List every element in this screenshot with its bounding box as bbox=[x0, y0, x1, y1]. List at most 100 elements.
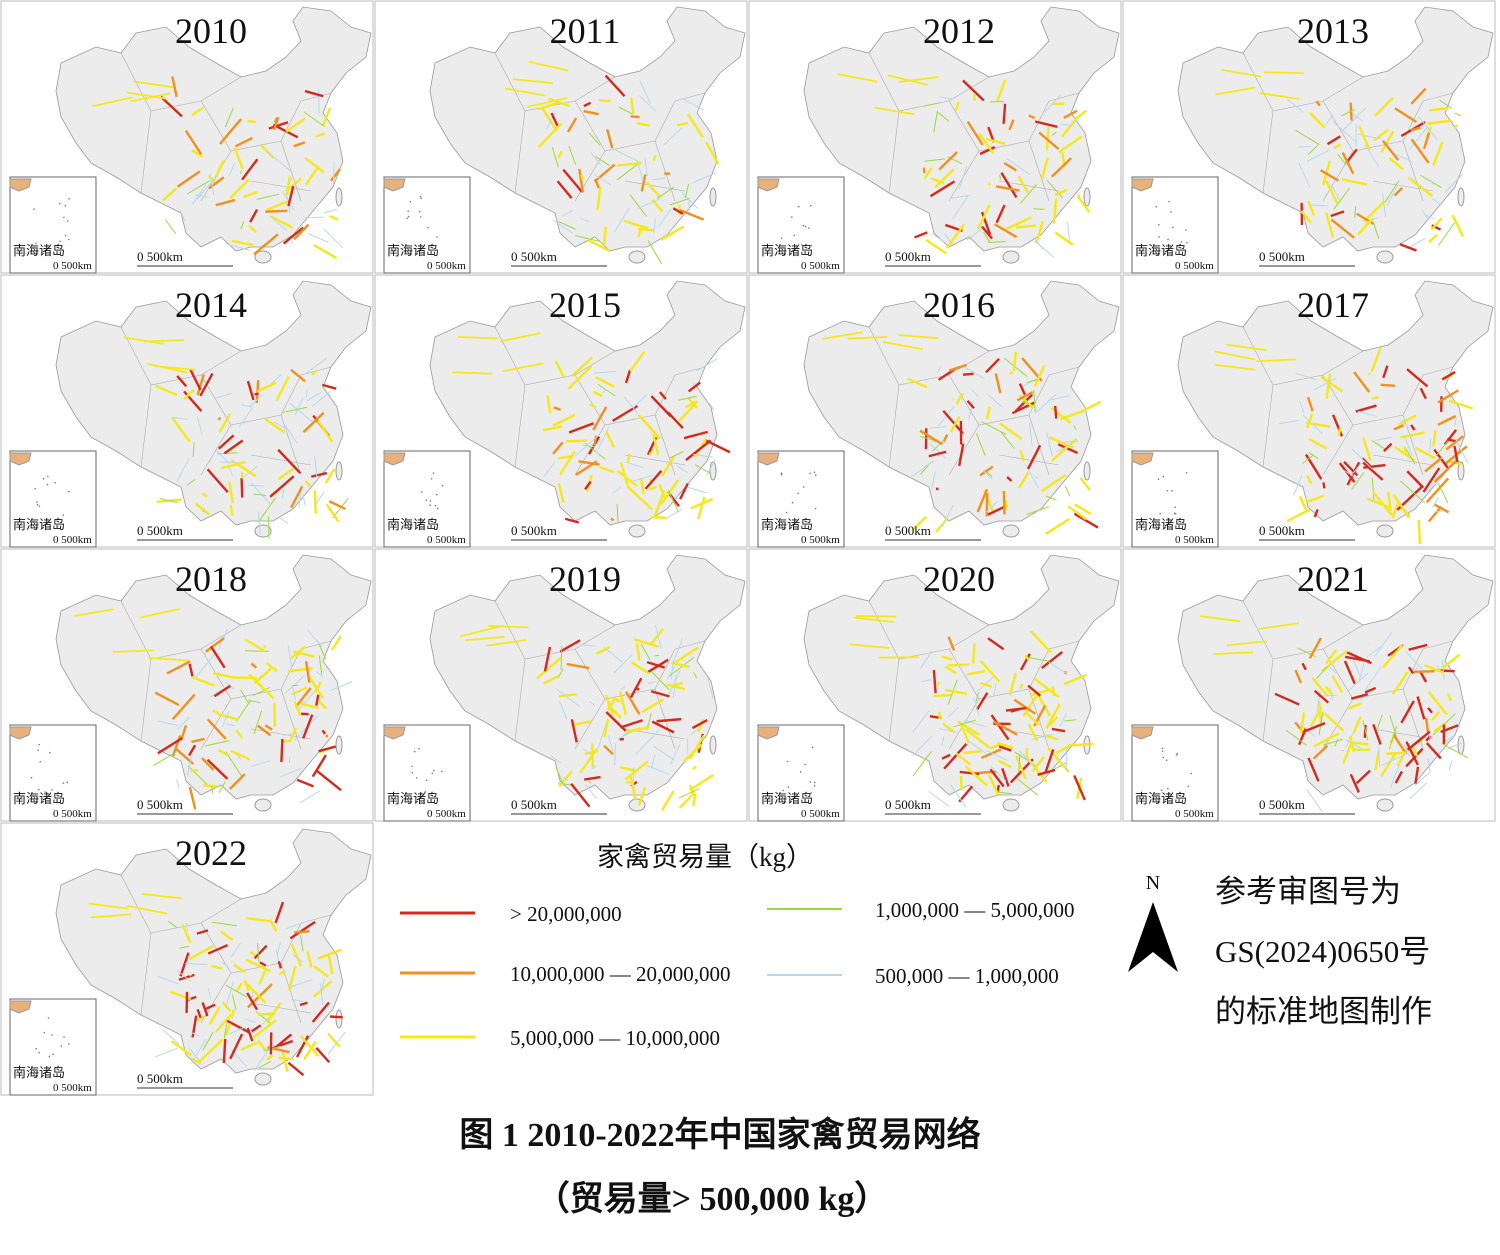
island bbox=[441, 771, 443, 773]
island bbox=[420, 196, 422, 198]
trade-link bbox=[1430, 734, 1431, 738]
inset-scale: 0 500km bbox=[53, 808, 92, 820]
island bbox=[781, 474, 783, 476]
island bbox=[61, 1045, 63, 1047]
island bbox=[809, 472, 811, 474]
trade-link bbox=[1414, 671, 1435, 672]
island bbox=[436, 236, 438, 238]
trade-link bbox=[265, 211, 287, 212]
trade-link bbox=[1306, 497, 1307, 500]
trade-link bbox=[292, 685, 298, 686]
island bbox=[797, 493, 799, 495]
island bbox=[1167, 490, 1169, 492]
legend-label: 1,000,000 — 5,000,000 bbox=[875, 898, 1075, 922]
trade-link bbox=[264, 646, 266, 648]
island bbox=[781, 237, 783, 239]
inset-frame bbox=[10, 177, 96, 273]
trade-link bbox=[599, 100, 611, 101]
trade-link bbox=[878, 657, 918, 658]
trade-link bbox=[1055, 406, 1056, 419]
island bbox=[49, 752, 51, 754]
trade-link bbox=[948, 664, 968, 665]
hainan bbox=[629, 525, 645, 537]
trade-link bbox=[242, 478, 243, 498]
island bbox=[48, 1017, 50, 1019]
inset-label: 南海诸岛 bbox=[13, 791, 65, 806]
island bbox=[1162, 750, 1164, 752]
hainan bbox=[629, 251, 645, 263]
island bbox=[420, 197, 422, 199]
caption: 图 1 2010-2022年中国家禽贸易网络 bbox=[459, 1115, 980, 1154]
island bbox=[68, 198, 70, 200]
year-label: 2021 bbox=[1297, 559, 1369, 599]
note-line: 的标准地图制作 bbox=[1215, 994, 1432, 1029]
island bbox=[1187, 785, 1189, 787]
island bbox=[1174, 506, 1176, 508]
island bbox=[810, 205, 812, 207]
taiwan bbox=[336, 736, 342, 754]
north-arrow bbox=[1128, 902, 1178, 972]
inset-frame bbox=[384, 725, 470, 821]
trade-link bbox=[679, 205, 680, 215]
year-label: 2020 bbox=[923, 559, 995, 599]
trade-link bbox=[973, 644, 974, 664]
scale-label: 0 500km bbox=[885, 797, 931, 812]
inset-frame bbox=[758, 177, 844, 273]
inset-label: 南海诸岛 bbox=[761, 791, 813, 806]
island bbox=[68, 1043, 70, 1045]
island bbox=[59, 203, 61, 205]
year-label: 2011 bbox=[550, 11, 621, 51]
island bbox=[803, 486, 805, 488]
island bbox=[63, 1036, 65, 1038]
north-label: N bbox=[1146, 872, 1160, 894]
trade-link bbox=[1381, 385, 1395, 386]
year-label: 2015 bbox=[549, 285, 621, 325]
island bbox=[1158, 478, 1160, 480]
island bbox=[407, 210, 409, 212]
inset-label: 南海诸岛 bbox=[387, 791, 439, 806]
trade-link bbox=[637, 688, 639, 690]
inset-label: 南海诸岛 bbox=[387, 517, 439, 532]
legend-label: 10,000,000 — 20,000,000 bbox=[510, 962, 731, 986]
year-label: 2018 bbox=[175, 559, 247, 599]
taiwan bbox=[336, 1010, 342, 1028]
island bbox=[418, 748, 420, 750]
scale-label: 0 500km bbox=[1259, 523, 1305, 538]
island bbox=[435, 505, 437, 507]
taiwan bbox=[1458, 188, 1464, 206]
inset-scale: 0 500km bbox=[801, 808, 840, 820]
inset-label: 南海诸岛 bbox=[761, 243, 813, 258]
trade-link bbox=[1060, 124, 1072, 125]
island bbox=[430, 500, 432, 502]
inset-label: 南海诸岛 bbox=[1135, 517, 1187, 532]
trade-link bbox=[1323, 482, 1324, 488]
island bbox=[800, 771, 802, 773]
island bbox=[425, 499, 427, 501]
island bbox=[1185, 229, 1187, 231]
scale-label: 0 500km bbox=[137, 249, 183, 264]
scale-label: 0 500km bbox=[137, 1071, 183, 1086]
trade-link bbox=[963, 374, 974, 375]
island bbox=[67, 220, 69, 222]
trade-link bbox=[620, 739, 624, 740]
island bbox=[414, 751, 416, 753]
hainan bbox=[1003, 799, 1019, 811]
trade-link bbox=[937, 488, 938, 491]
island bbox=[437, 508, 439, 510]
island bbox=[812, 747, 814, 749]
island bbox=[51, 1034, 53, 1036]
island bbox=[1167, 239, 1169, 241]
trade-link bbox=[248, 485, 264, 486]
island bbox=[1172, 227, 1174, 229]
trade-link bbox=[933, 695, 951, 696]
trade-link bbox=[224, 1039, 225, 1063]
island bbox=[1176, 754, 1178, 756]
scale-label: 0 500km bbox=[885, 249, 931, 264]
trade-link bbox=[651, 517, 667, 518]
